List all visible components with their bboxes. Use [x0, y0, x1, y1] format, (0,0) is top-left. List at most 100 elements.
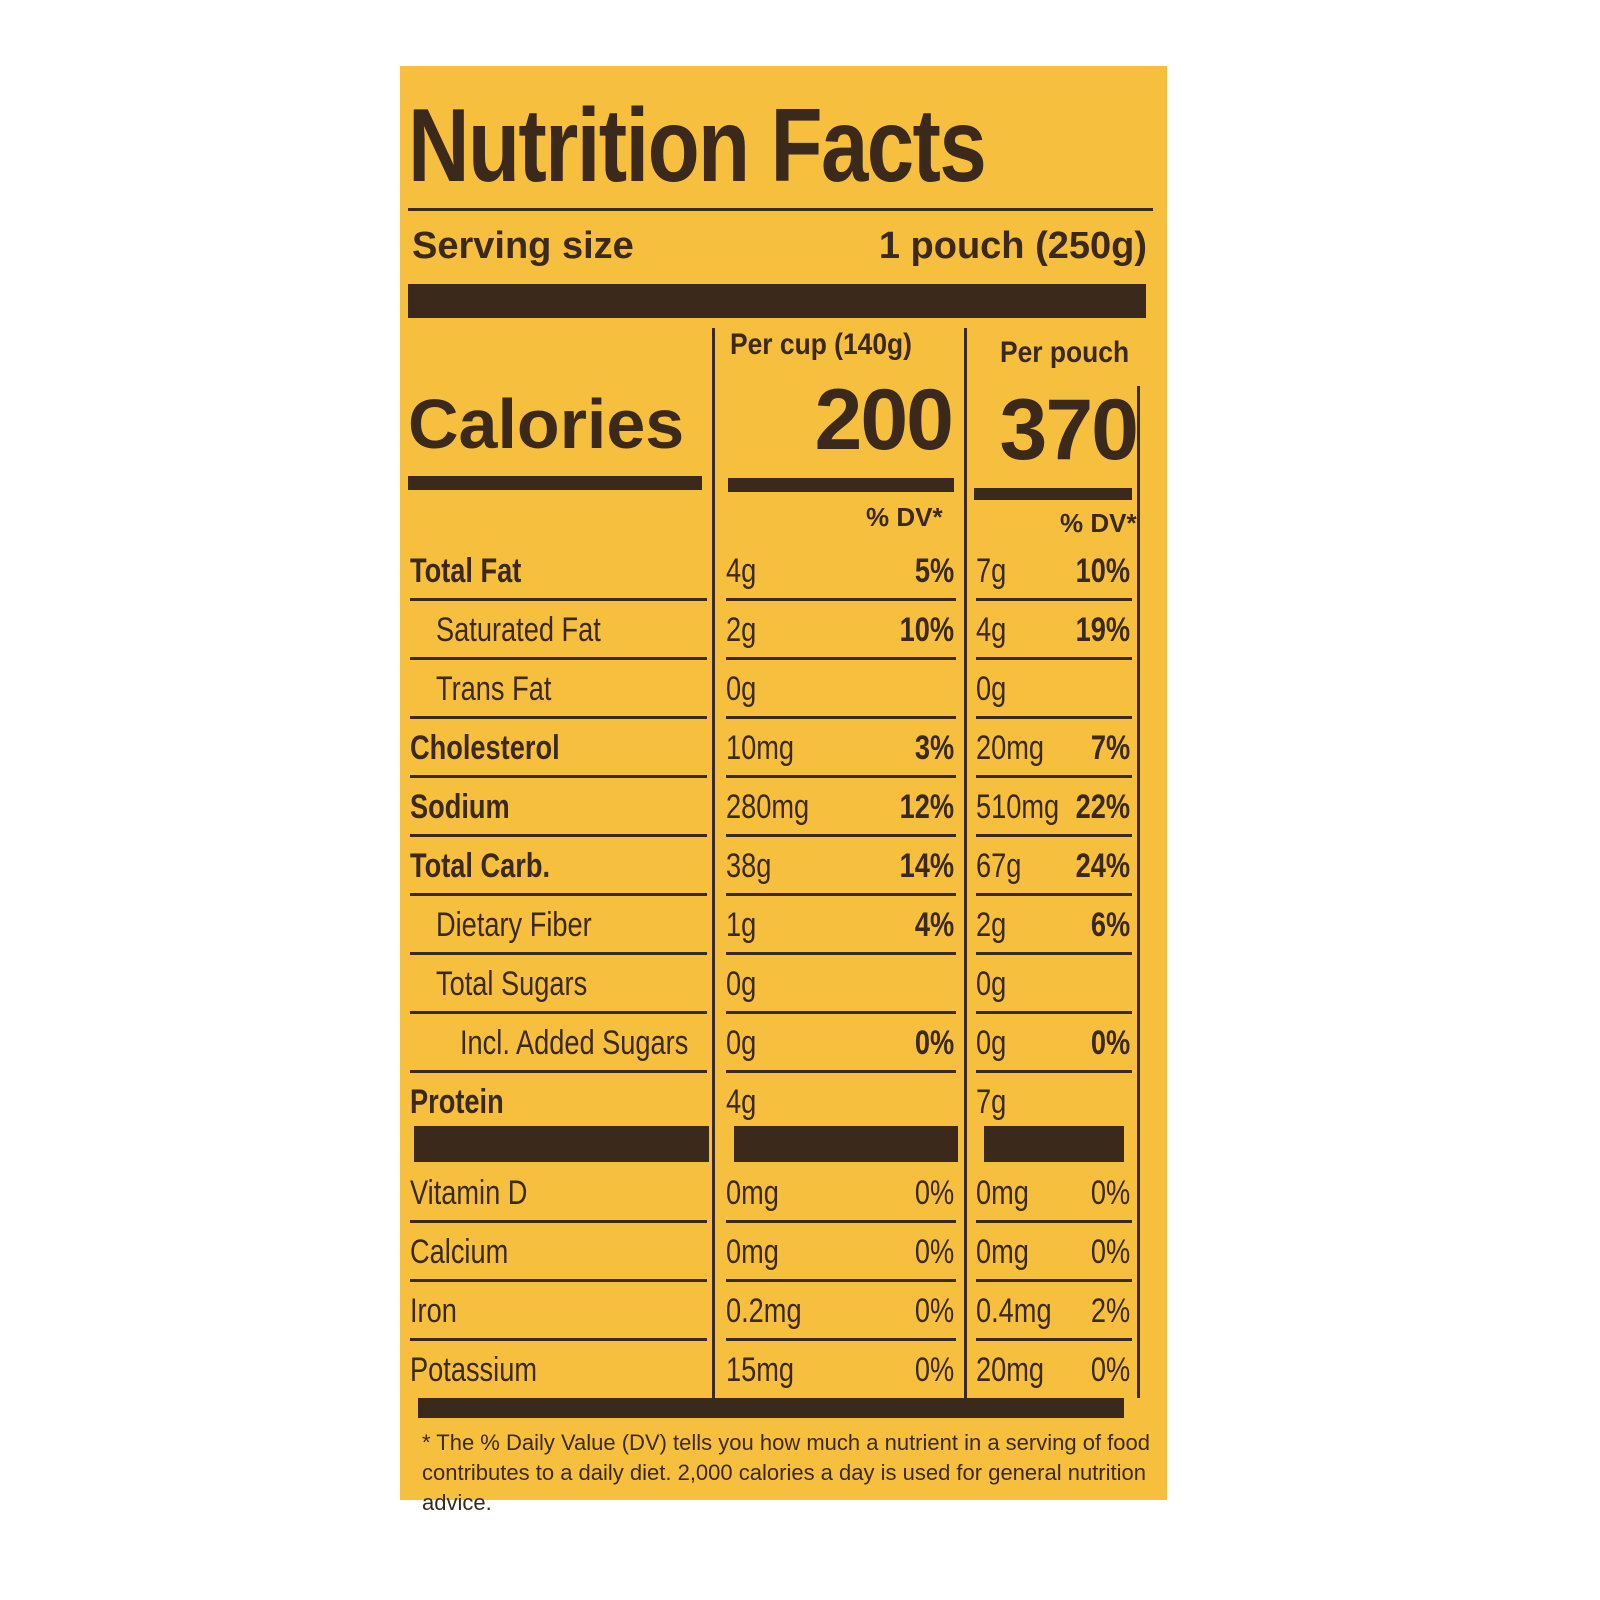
- calories-label: Calories: [408, 385, 685, 463]
- amount-cell: 0g 0%: [726, 1014, 956, 1073]
- percent-dv: 10%: [899, 611, 954, 649]
- nutrient-name-cell: Saturated Fat: [410, 601, 707, 660]
- amount-cell: 0g: [726, 660, 956, 719]
- amount: 0mg: [976, 1174, 1029, 1212]
- percent-dv: 2%: [1090, 1292, 1130, 1330]
- nutrient-name-cell: Protein: [410, 1073, 707, 1132]
- nutrient-row: Total Carb. 38g 14% 67g 24%: [400, 837, 1167, 896]
- nutrient-name: Protein: [410, 1083, 504, 1121]
- nutrient-name: Potassium: [410, 1351, 537, 1389]
- percent-dv: 12%: [899, 788, 954, 826]
- nutrient-name: Total Fat: [410, 552, 522, 590]
- amount: 2g: [976, 906, 1007, 944]
- amount: 0g: [976, 1024, 1007, 1062]
- amount: 20mg: [976, 1351, 1045, 1389]
- amount: 0g: [726, 1024, 757, 1062]
- amount: 0g: [726, 965, 757, 1003]
- nutrient-row: Vitamin D 0mg 0% 0mg 0%: [400, 1164, 1167, 1223]
- percent-dv: 22%: [1075, 788, 1130, 826]
- nutrition-facts-label: Nutrition Facts Serving size 1 pouch (25…: [400, 66, 1167, 1515]
- nutrient-name: Cholesterol: [410, 729, 560, 767]
- nutrient-row: Cholesterol 10mg 3% 20mg 7%: [400, 719, 1167, 778]
- amount: 67g: [976, 847, 1022, 885]
- percent-dv: 19%: [1075, 611, 1130, 649]
- percent-dv: 24%: [1075, 847, 1130, 885]
- nutrient-name-cell: Potassium: [410, 1341, 707, 1400]
- amount: 0.4mg: [976, 1292, 1052, 1330]
- amount-cell: 0.4mg 2%: [976, 1282, 1132, 1341]
- amount-cell: 280mg 12%: [726, 778, 956, 837]
- amount: 20mg: [976, 729, 1045, 767]
- dv-header-cup: % DV*: [866, 502, 943, 532]
- amount: 4g: [726, 552, 757, 590]
- nutrient-name: Total Sugars: [436, 965, 588, 1003]
- serving-size-label: Serving size: [412, 225, 634, 267]
- percent-dv: 7%: [1090, 729, 1130, 767]
- percent-dv: 0%: [1090, 1233, 1130, 1271]
- nutrient-row: Dietary Fiber 1g 4% 2g 6%: [400, 896, 1167, 955]
- amount-cell: 2g 10%: [726, 601, 956, 660]
- nutrient-name: Trans Fat: [436, 670, 552, 708]
- percent-dv: 6%: [1090, 906, 1130, 944]
- amount-cell: 67g 24%: [976, 837, 1132, 896]
- amount: 7g: [976, 552, 1007, 590]
- amount-cell: 10mg 3%: [726, 719, 956, 778]
- amount-cell: 0g 0%: [976, 1014, 1132, 1073]
- percent-dv: 14%: [899, 847, 954, 885]
- amount-cell: 15mg 0%: [726, 1341, 956, 1400]
- amount-cell: 1g 4%: [726, 896, 956, 955]
- nutrient-row: Incl. Added Sugars 0g 0% 0g 0%: [400, 1014, 1167, 1073]
- amount-cell: 20mg 7%: [976, 719, 1132, 778]
- nutrient-row: Total Fat 4g 5% 7g 10%: [400, 542, 1167, 601]
- calories-per-pouch: 370: [999, 382, 1139, 478]
- nutrient-name: Saturated Fat: [436, 611, 601, 649]
- thick-divider: [408, 284, 1146, 318]
- amount: 0mg: [976, 1233, 1029, 1271]
- nutrient-name: Sodium: [410, 788, 510, 826]
- amount-cell: 0mg 0%: [976, 1164, 1132, 1223]
- divider: [408, 476, 702, 490]
- amount-cell: 0g: [976, 660, 1132, 719]
- amount: 4g: [726, 1083, 757, 1121]
- nutrient-name-cell: Dietary Fiber: [410, 896, 707, 955]
- thick-divider: [734, 1126, 958, 1162]
- nutrient-row: Saturated Fat 2g 10% 4g 19%: [400, 601, 1167, 660]
- amount: 0g: [976, 965, 1007, 1003]
- nutrient-name: Total Carb.: [410, 847, 551, 885]
- nutrient-row: Iron 0.2mg 0% 0.4mg 2%: [400, 1282, 1167, 1341]
- divider: [408, 208, 1153, 211]
- nutrient-name-cell: Sodium: [410, 778, 707, 837]
- amount: 280mg: [726, 788, 810, 826]
- thick-divider: [414, 1126, 709, 1162]
- percent-dv: 0%: [1090, 1174, 1130, 1212]
- percent-dv: 3%: [914, 729, 954, 767]
- amount-cell: 0mg 0%: [726, 1223, 956, 1282]
- nutrient-row: Protein 4g 7g: [400, 1073, 1167, 1132]
- amount: 0g: [976, 670, 1007, 708]
- footnote: * The % Daily Value (DV) tells you how m…: [422, 1430, 1150, 1515]
- thick-divider: [418, 1398, 1124, 1418]
- percent-dv: 0%: [914, 1233, 954, 1271]
- amount: 0mg: [726, 1174, 779, 1212]
- amount: 0g: [726, 670, 757, 708]
- nutrient-name-cell: Calcium: [410, 1223, 707, 1282]
- amount-cell: 510mg 22%: [976, 778, 1132, 837]
- nutrient-name-cell: Cholesterol: [410, 719, 707, 778]
- nutrient-row: Potassium 15mg 0% 20mg 0%: [400, 1341, 1167, 1400]
- percent-dv: 0%: [1090, 1024, 1130, 1062]
- amount: 15mg: [726, 1351, 795, 1389]
- column-divider: [964, 328, 967, 1398]
- nutrient-row: Sodium 280mg 12% 510mg 22%: [400, 778, 1167, 837]
- nutrient-name: Vitamin D: [410, 1174, 528, 1212]
- amount-cell: 7g 10%: [976, 542, 1132, 601]
- percent-dv: 0%: [914, 1174, 954, 1212]
- serving-size-value: 1 pouch (250g): [878, 225, 1147, 267]
- dv-header-pouch: % DV*: [1060, 508, 1137, 538]
- nutrient-name: Calcium: [410, 1233, 509, 1271]
- per-cup-header: Per cup (140g): [730, 328, 912, 361]
- nutrient-name: Incl. Added Sugars: [460, 1024, 689, 1062]
- divider: [728, 478, 954, 492]
- nutrient-name-cell: Iron: [410, 1282, 707, 1341]
- amount-cell: 38g 14%: [726, 837, 956, 896]
- amount-cell: 4g 19%: [976, 601, 1132, 660]
